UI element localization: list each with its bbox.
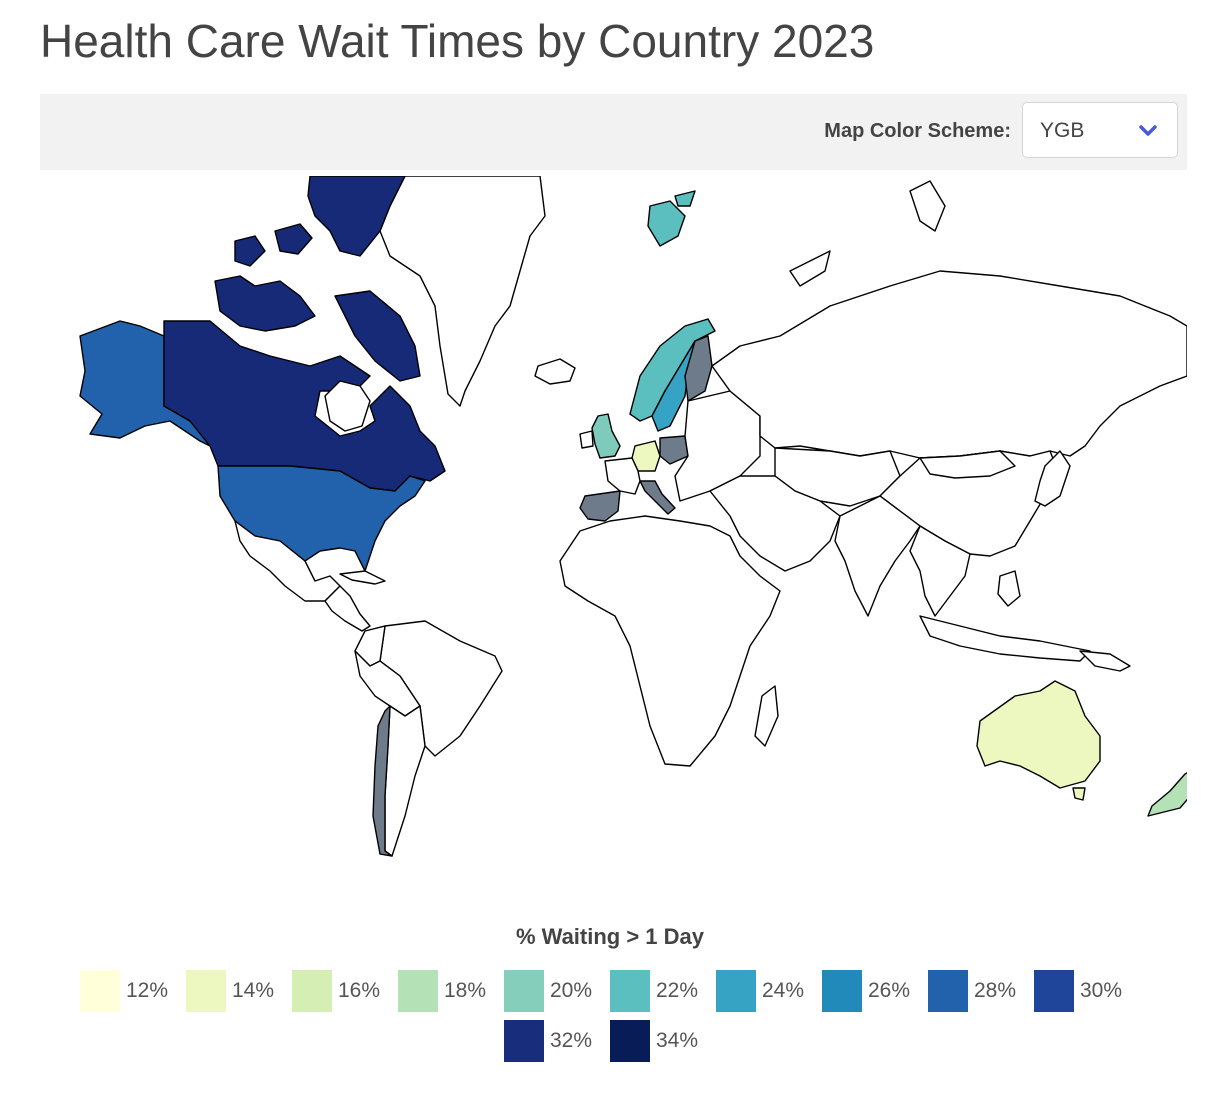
country-southeast-asia[interactable]	[909, 525, 971, 617]
legend-item: 18%	[398, 970, 504, 1012]
country-papua-new-guinea[interactable]	[1079, 650, 1131, 672]
country-united-kingdom[interactable]	[591, 413, 621, 459]
legend-label: 30%	[1080, 979, 1123, 1002]
country-novaya-zemlya[interactable]	[909, 180, 946, 232]
country-africa[interactable]	[559, 515, 781, 767]
country-alaska[interactable]	[79, 320, 211, 447]
legend-swatch	[292, 970, 332, 1012]
country-svalbard[interactable]	[647, 200, 686, 247]
country-madagascar[interactable]	[754, 685, 779, 747]
legend-label: 34%	[656, 1029, 699, 1052]
country-greenland[interactable]	[379, 176, 546, 407]
country-cuba[interactable]	[339, 570, 386, 585]
legend-label: 28%	[974, 979, 1017, 1002]
country-philippines[interactable]	[997, 570, 1021, 607]
legend-label: 20%	[550, 979, 593, 1002]
legend-swatch	[398, 970, 438, 1012]
legend-item: 20%	[504, 970, 610, 1012]
chevron-down-icon	[1139, 125, 1157, 136]
country-japan[interactable]	[1034, 450, 1071, 507]
legend-label: 24%	[762, 979, 805, 1002]
country-canada-islands-5[interactable]	[274, 223, 313, 255]
legend-swatch	[716, 970, 756, 1012]
legend-label: 26%	[868, 979, 911, 1002]
legend-row: 32% 34%	[0, 1020, 1220, 1062]
legend-title: % Waiting > 1 Day	[515, 924, 705, 949]
country-australia[interactable]	[976, 680, 1101, 789]
map-toolbar: Map Color Scheme: YGB	[40, 94, 1187, 170]
country-canada-islands-4[interactable]	[234, 235, 266, 267]
country-poland[interactable]	[659, 435, 689, 465]
country-france[interactable]	[604, 457, 641, 495]
color-scheme-label: Map Color Scheme:	[824, 120, 1011, 142]
country-spain[interactable]	[579, 490, 621, 522]
legend-swatch	[928, 970, 968, 1012]
legend-item: 24%	[716, 970, 822, 1012]
country-argentina[interactable]	[384, 705, 426, 857]
legend-item: 32%	[504, 1020, 610, 1062]
country-chile[interactable]	[372, 705, 393, 857]
legend-item: 22%	[610, 970, 716, 1012]
legend-item: 30%	[1034, 970, 1140, 1012]
legend-label: 14%	[232, 979, 275, 1002]
country-ireland[interactable]	[579, 430, 594, 449]
country-canada-islands-3[interactable]	[334, 290, 421, 382]
legend-swatch	[610, 1020, 650, 1062]
country-india[interactable]	[834, 495, 921, 617]
country-iceland[interactable]	[534, 358, 576, 385]
color-scheme-value: YGB	[1040, 119, 1085, 142]
legend-item: 28%	[928, 970, 1034, 1012]
legend-swatch	[1034, 970, 1074, 1012]
country-russia-arctic[interactable]	[789, 250, 831, 287]
country-canada-islands[interactable]	[307, 176, 406, 257]
country-indonesia[interactable]	[919, 615, 1091, 662]
legend-label: 32%	[550, 1029, 593, 1052]
country-svalbard-2[interactable]	[674, 190, 696, 207]
legend-swatch	[822, 970, 862, 1012]
country-mongolia[interactable]	[919, 450, 1016, 479]
page-title: Health Care Wait Times by Country 2023	[40, 15, 875, 67]
country-middle-east[interactable]	[709, 475, 841, 572]
country-tasmania[interactable]	[1072, 787, 1086, 801]
world-map	[79, 176, 1187, 857]
legend-swatch	[504, 970, 544, 1012]
country-new-zealand[interactable]	[1147, 766, 1187, 817]
legend-label: 22%	[656, 979, 699, 1002]
country-canada-islands-2[interactable]	[214, 275, 316, 332]
country-finland[interactable]	[684, 335, 713, 402]
hudson-bay	[324, 380, 371, 432]
legend-swatch	[610, 970, 650, 1012]
legend-item: 16%	[292, 970, 398, 1012]
country-russia[interactable]	[711, 270, 1187, 459]
legend-item: 26%	[822, 970, 928, 1012]
country-central-america[interactable]	[324, 585, 371, 632]
legend-label: 12%	[126, 979, 169, 1002]
color-scheme-select[interactable]: YGB	[1022, 102, 1178, 158]
country-norway[interactable]	[629, 318, 716, 422]
legend: 12% 14% 16% 18% 20% 22% 24% 26% 28% 30% 32% 34%	[0, 970, 1220, 1070]
country-italy[interactable]	[639, 480, 676, 515]
legend-item: 14%	[186, 970, 292, 1012]
legend-item: 12%	[80, 970, 186, 1012]
legend-swatch	[186, 970, 226, 1012]
legend-row: 12% 14% 16% 18% 20% 22% 24% 26% 28% 30%	[0, 970, 1220, 1012]
legend-swatch	[504, 1020, 544, 1062]
legend-label: 18%	[444, 979, 487, 1002]
legend-label: 16%	[338, 979, 381, 1002]
legend-swatch	[80, 970, 120, 1012]
legend-item: 34%	[610, 1020, 716, 1062]
